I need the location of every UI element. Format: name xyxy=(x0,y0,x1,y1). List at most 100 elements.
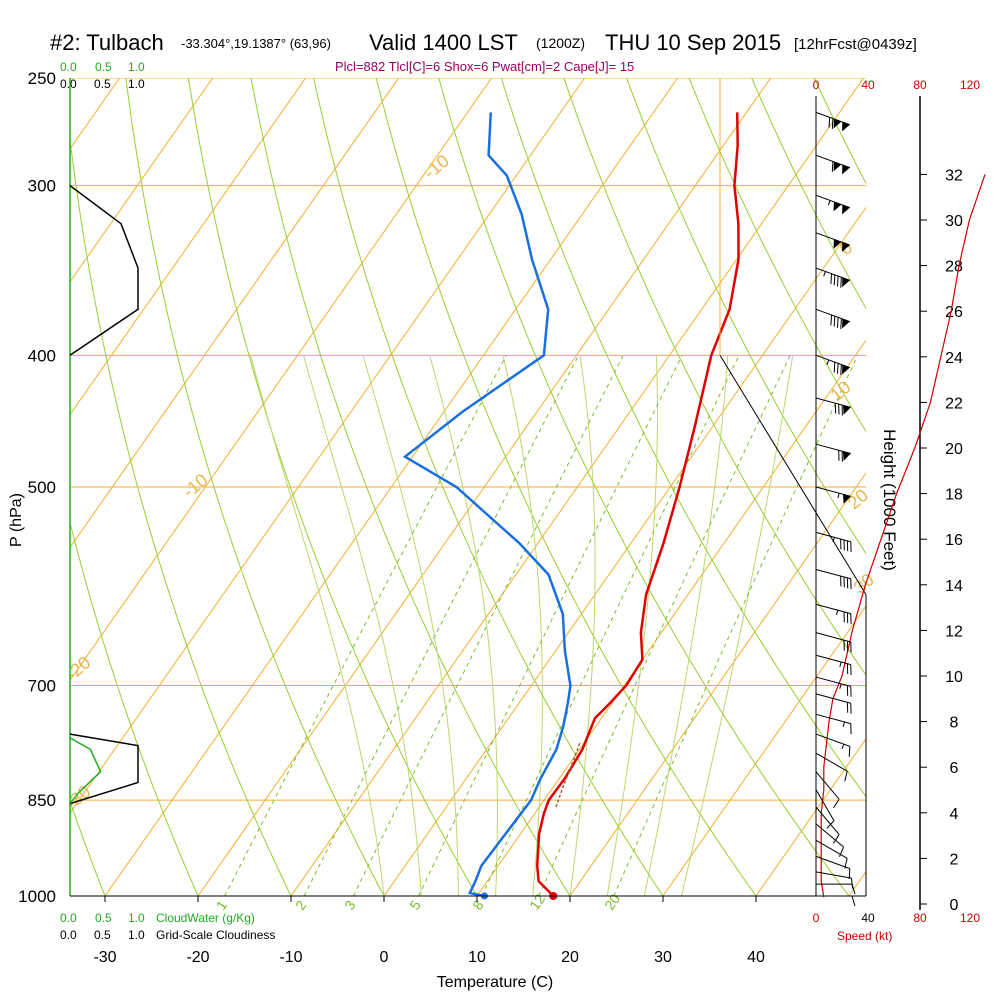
mixing-ratio-line xyxy=(538,355,791,896)
wind-barb xyxy=(815,654,852,676)
wind-barb xyxy=(815,676,852,697)
isotherm-line xyxy=(383,206,866,896)
wind-barb-half-flag xyxy=(839,661,842,667)
moist-adiabat-line xyxy=(502,355,543,896)
speed-tick-top: 0 xyxy=(813,78,820,92)
cloudiness-tick-bottom-2: 1.0 xyxy=(128,928,145,942)
mixing-ratio-label: 2 xyxy=(292,897,310,913)
wind-barb-flag xyxy=(838,846,845,857)
speed-tick-bottom: 40 xyxy=(861,911,875,925)
isotherm-line xyxy=(70,78,493,682)
wind-barb-flag xyxy=(844,771,848,782)
dry-adiabat-line xyxy=(70,800,106,896)
wind-barb-staff xyxy=(815,752,848,772)
wind-barb-staff xyxy=(815,654,851,666)
wind-barb-staff xyxy=(815,713,851,725)
speed-tick-top: 80 xyxy=(913,78,927,92)
wind-barb xyxy=(815,443,851,462)
height-tick-label: 2 xyxy=(950,851,959,868)
wind-barb xyxy=(815,568,852,590)
wind-barb-pennant xyxy=(833,201,842,212)
wind-barb xyxy=(815,267,850,288)
height-tick-label: 8 xyxy=(950,715,959,732)
wind-barb-staff xyxy=(815,789,835,822)
mixing-ratio-line xyxy=(224,355,507,896)
isotherm-line xyxy=(662,605,866,896)
wind-barb xyxy=(815,308,850,330)
cloudiness-label: Grid-Scale Cloudiness xyxy=(156,928,275,942)
dry-adiabat-line xyxy=(313,78,664,896)
dry-adiabat-line xyxy=(70,135,292,896)
isotherm-label: -20 xyxy=(62,652,95,684)
wind-barb-staff xyxy=(815,823,844,848)
wind-barb xyxy=(815,194,850,215)
wind-barb xyxy=(815,154,850,175)
temperature-tick-label: 20 xyxy=(561,949,579,966)
wind-barb-staff xyxy=(815,676,851,687)
wind-barb-half-flag xyxy=(823,271,826,277)
wind-barb xyxy=(815,111,850,132)
temperature-tick-label: 10 xyxy=(468,949,486,966)
dry-adiabat-line xyxy=(250,78,571,896)
height-axis-label: Height (1000 Feet) xyxy=(880,429,899,571)
wind-barb-pennant xyxy=(842,122,850,132)
wind-barb xyxy=(815,823,845,857)
cloudwater-tick-bottom-2: 1.0 xyxy=(128,911,145,925)
cloud-water-profile xyxy=(69,737,102,805)
mixing-ratio-line xyxy=(352,355,624,896)
moist-adiabat-line xyxy=(303,355,422,896)
wind-barb-pennant xyxy=(842,318,850,329)
isotherm-line xyxy=(476,339,866,896)
wind-barb xyxy=(815,771,840,809)
wind-barb-half-flag xyxy=(842,721,845,727)
wind-barb xyxy=(815,486,851,504)
wind-barb-pennant xyxy=(842,242,850,252)
wind-barb-staff xyxy=(815,806,840,835)
wind-barb-flag xyxy=(831,161,834,172)
cloudiness-tick-bottom-1: 0.5 xyxy=(94,928,111,942)
mixing-ratio-label: 20 xyxy=(601,891,623,913)
height-tick-label: 4 xyxy=(950,806,959,823)
temperature-trace xyxy=(535,112,740,897)
moist-adiabat-line xyxy=(250,355,385,896)
wind-barb-staff xyxy=(815,733,850,747)
isotherm-line xyxy=(290,78,865,896)
wind-barb-staff xyxy=(815,839,848,859)
height-tick-label: 32 xyxy=(945,167,963,184)
moist-adiabat-line xyxy=(569,355,596,896)
mixing-ratio-line xyxy=(481,355,740,896)
wind-barb-pennant xyxy=(842,164,850,175)
temperature-tick-label: -20 xyxy=(186,949,209,966)
speed-tick-top: 120 xyxy=(960,78,980,92)
temperature-tick-label: 40 xyxy=(747,949,765,966)
temperature-tick-label: -30 xyxy=(93,949,116,966)
y-axis-label: P (hPa) xyxy=(8,493,25,547)
speed-tick-bottom: 80 xyxy=(913,911,927,925)
wind-barb-half-flag xyxy=(835,610,839,616)
isotherm-line xyxy=(70,78,400,549)
height-tick-label: 24 xyxy=(945,350,963,367)
speed-tick-bottom: 0 xyxy=(813,911,820,925)
wind-barb-flag xyxy=(828,117,831,128)
moist-adiabat-line xyxy=(606,355,658,896)
wind-barb-flag xyxy=(832,798,840,809)
wind-barb-pennant xyxy=(843,451,851,461)
wind-barb-staff xyxy=(815,603,851,615)
cloud-profiles xyxy=(69,184,139,805)
mixing-ratio-line xyxy=(303,355,580,896)
speed-tick-top: 40 xyxy=(861,78,875,92)
wind-barb-flag xyxy=(831,118,834,129)
cloudiness-tick-top-2: 1.0 xyxy=(128,77,145,91)
cloudwater-label: CloudWater (g/Kg) xyxy=(156,911,255,925)
height-tick-label: 18 xyxy=(945,487,963,504)
dry-adiabat-line xyxy=(688,78,866,433)
moist-adiabat-line xyxy=(362,355,459,896)
temperature-tick-label: -10 xyxy=(279,949,302,966)
pressure-tick-label: 850 xyxy=(28,791,56,810)
wind-barb-staff xyxy=(815,232,850,246)
dry-adiabat-line xyxy=(438,78,850,896)
forecast-info: [12hrFcst@0439z] xyxy=(794,36,917,53)
left-top-scales: 0.0 0.5 1.0 0.0 0.5 1.0 xyxy=(60,60,145,91)
wind-barb xyxy=(815,713,852,735)
wind-barb xyxy=(815,603,852,625)
